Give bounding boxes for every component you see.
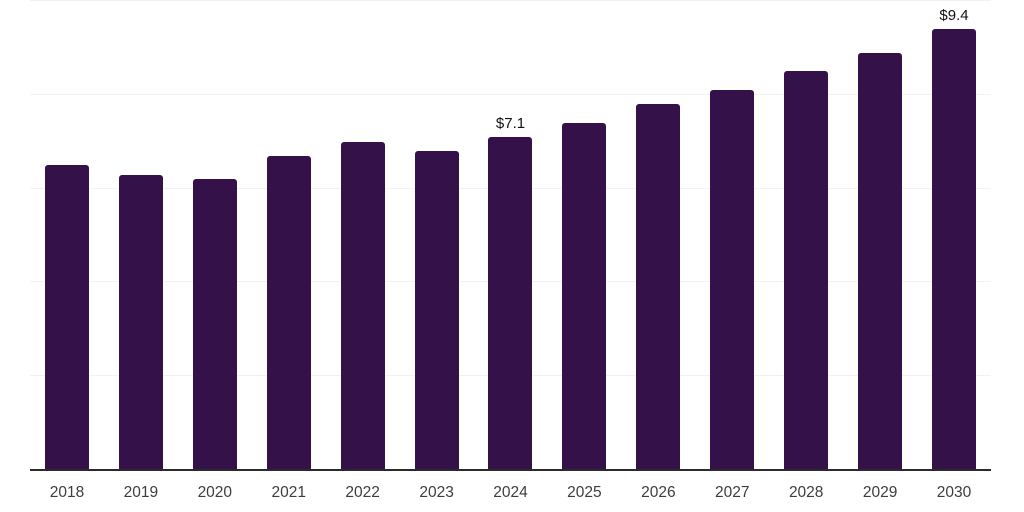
bar-2029 [858,52,903,470]
bar-column-2019 [104,1,178,470]
bar-2018 [44,165,89,470]
x-tick-label-2024: 2024 [493,484,528,501]
bar-2021 [266,155,311,470]
bar-2028 [784,71,829,470]
bar-column-2025 [547,1,621,470]
bar-2023 [414,151,459,470]
data-label-2024: $7.1 [495,115,526,133]
x-tick-label-2018: 2018 [49,484,85,501]
bar-series: $7.1 $9.4 [30,1,991,470]
bar-column-2027 [695,1,769,470]
x-axis-line [30,469,991,471]
gridline-10 [30,0,991,1]
bar-2027 [710,90,755,470]
x-tick-label-2028: 2028 [788,484,824,501]
bar-2019 [118,174,163,470]
bar-column-2030: $9.4 [917,1,991,470]
x-tick-label-2022: 2022 [345,484,380,501]
x-tick-label-2019: 2019 [123,484,159,501]
bar-2020 [192,179,237,470]
x-tick-label-2021: 2021 [271,484,306,501]
bar-column-2018 [30,1,104,470]
bar-column-2023 [400,1,474,470]
gridline-8 [30,93,991,95]
bar-chart: $7.1 $9.4 2018 2019 2020 2021 2022 2023 2024 202… [30,0,991,512]
x-tick-label-2025: 2025 [567,484,602,501]
x-axis-labels: 2018 2019 2020 2021 2022 2023 2024 2025 2026 2027… [30,471,991,502]
x-tick-label-2026: 2026 [641,484,676,501]
bar-column-2021 [252,1,326,470]
bar-column-2026 [621,1,695,470]
x-tick-label-2030: 2030 [936,484,972,501]
bar-2022 [340,141,385,470]
bar-column-2020 [178,1,252,470]
bar-column-2029 [843,1,917,470]
bar-column-2024: $7.1 [474,1,548,470]
x-tick-label-2029: 2029 [862,484,898,501]
bar-column-2028 [769,1,843,470]
bar-2024 [488,137,533,470]
data-label-2030: $9.4 [939,7,969,25]
plot-area: $7.1 $9.4 [30,0,991,471]
bar-2030 [932,29,977,470]
x-tick-label-2020: 2020 [197,484,233,501]
bar-2025 [562,122,607,470]
x-tick-label-2023: 2023 [419,484,454,501]
x-tick-label-2027: 2027 [715,484,750,501]
bar-column-2022 [326,1,400,470]
bar-2026 [636,104,681,470]
